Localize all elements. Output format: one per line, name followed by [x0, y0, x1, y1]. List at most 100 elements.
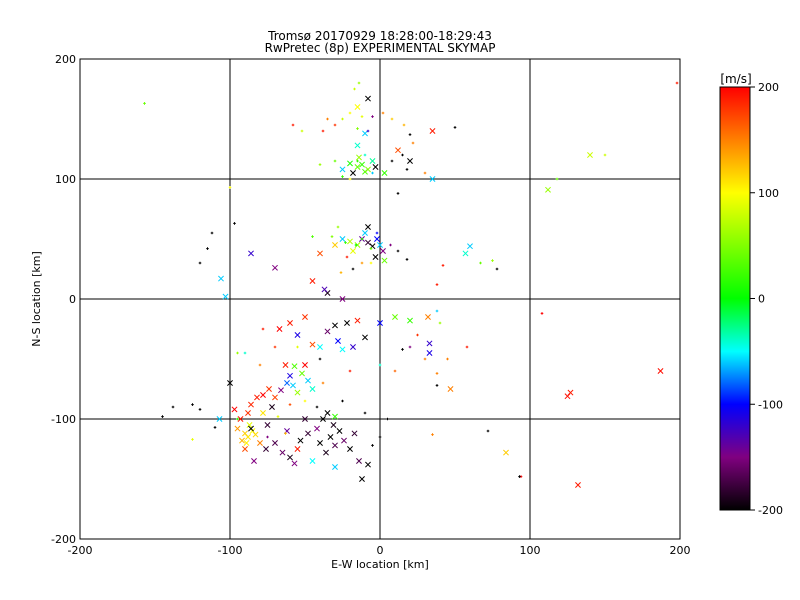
data-point-x	[336, 428, 343, 434]
marker-plus	[435, 283, 439, 286]
data-point-x	[278, 387, 284, 394]
data-point-x	[291, 460, 298, 467]
marker-plus	[438, 321, 442, 325]
data-point-x	[381, 170, 388, 176]
data-point-plus	[318, 357, 322, 361]
data-point-plus	[408, 133, 412, 136]
data-point-plus	[206, 247, 209, 250]
marker-plus	[303, 399, 307, 403]
colorbar-tick-label: -200	[758, 504, 783, 517]
data-point-plus	[486, 429, 490, 433]
marker-x	[248, 425, 254, 432]
marker-plus	[191, 438, 194, 441]
marker-plus	[479, 261, 482, 265]
data-point-plus	[198, 408, 202, 411]
data-point-plus	[371, 171, 374, 175]
marker-plus	[273, 345, 277, 349]
marker-plus	[360, 237, 364, 241]
marker-x	[282, 362, 289, 368]
data-point-x	[317, 250, 323, 257]
data-point-x	[242, 446, 248, 452]
data-point-plus	[495, 267, 499, 271]
data-point-x	[332, 442, 338, 449]
data-point-x	[216, 416, 223, 422]
marker-x	[380, 248, 386, 254]
marker-x	[299, 370, 305, 377]
marker-x	[407, 158, 413, 164]
data-point-plus	[273, 345, 277, 349]
marker-plus	[143, 102, 146, 105]
data-point-x	[284, 380, 290, 386]
data-point-x	[365, 166, 371, 173]
data-point-plus	[330, 235, 334, 238]
data-point-x	[245, 410, 251, 416]
marker-plus	[408, 345, 412, 349]
y-tick-labels: -200 -100 0 100 200	[51, 53, 86, 546]
marker-plus	[315, 405, 319, 409]
marker-x	[272, 394, 278, 401]
marker-plus	[336, 225, 340, 229]
data-point-plus	[479, 261, 482, 265]
data-point-x	[372, 254, 379, 260]
data-point-plus	[675, 81, 679, 85]
data-point-x	[245, 434, 251, 440]
data-point-x	[369, 158, 376, 164]
data-point-plus	[345, 255, 349, 259]
data-point-plus	[171, 405, 175, 409]
data-point-plus	[363, 153, 367, 157]
marker-plus	[284, 432, 287, 435]
marker-plus	[396, 249, 400, 253]
marker-x	[294, 389, 301, 396]
marker-x	[245, 410, 251, 416]
marker-x	[332, 413, 338, 420]
data-point-x	[320, 416, 326, 422]
marker-plus	[348, 369, 352, 373]
marker-plus	[266, 435, 269, 439]
data-point-plus	[369, 261, 373, 265]
data-point-plus	[356, 127, 359, 130]
marker-plus	[423, 357, 427, 361]
data-point-x	[330, 422, 337, 428]
data-point-x	[362, 130, 368, 137]
data-point-x	[347, 446, 353, 452]
marker-x	[575, 482, 581, 488]
marker-x	[347, 160, 353, 167]
marker-x	[372, 254, 379, 260]
data-point-x	[294, 389, 301, 396]
marker-x	[302, 314, 308, 320]
data-point-plus	[315, 405, 319, 409]
data-point-x	[354, 142, 361, 149]
data-point-x	[279, 449, 286, 456]
marker-plus	[603, 153, 607, 157]
marker-x	[365, 224, 371, 230]
marker-x	[339, 346, 346, 353]
marker-x	[425, 314, 431, 320]
marker-x	[317, 344, 323, 350]
data-point-x	[339, 296, 346, 302]
data-point-x	[332, 413, 338, 420]
data-point-x	[314, 425, 320, 432]
data-point-plus	[360, 261, 364, 265]
data-point-x	[287, 320, 293, 326]
marker-plus	[351, 267, 355, 271]
data-point-x	[365, 461, 371, 468]
data-point-plus	[386, 417, 389, 421]
marker-x	[429, 128, 436, 134]
marker-x	[216, 416, 223, 422]
marker-plus	[446, 357, 449, 361]
data-point-plus	[405, 258, 409, 261]
data-point-x	[362, 334, 368, 341]
colorbar-gradient	[719, 86, 751, 511]
data-point-x	[350, 170, 356, 176]
marker-x	[330, 422, 337, 428]
marker-plus	[236, 351, 239, 355]
data-point-x	[324, 328, 331, 335]
marker-x	[351, 430, 358, 437]
marker-plus	[341, 117, 344, 121]
x-tick-label: -100	[218, 544, 243, 557]
data-point-plus	[416, 333, 419, 337]
marker-plus	[441, 264, 445, 267]
marker-plus	[191, 403, 194, 406]
marker-x	[354, 164, 361, 170]
data-point-x	[305, 377, 311, 384]
